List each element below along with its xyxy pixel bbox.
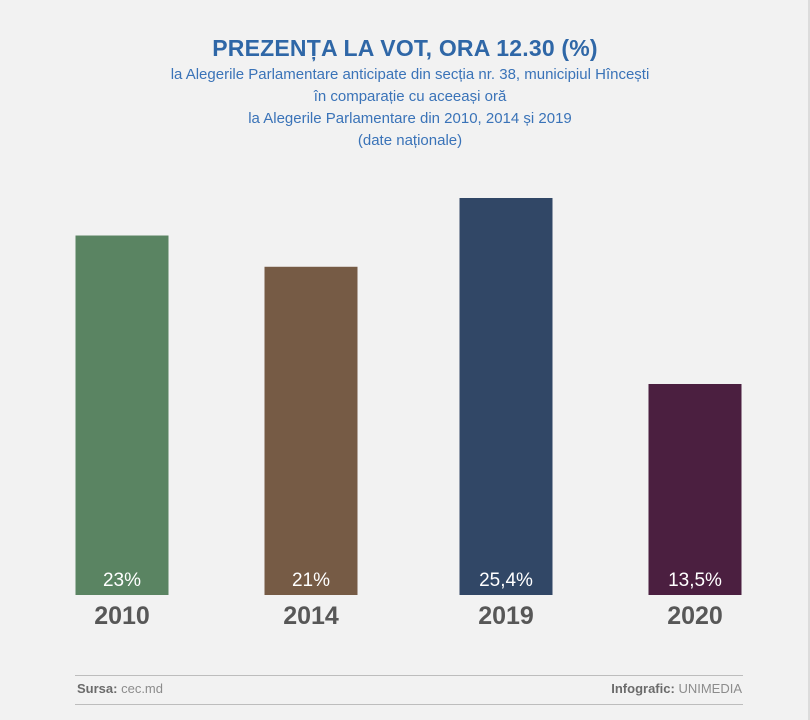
bar-2019 <box>459 198 553 595</box>
footer-divider-bottom <box>75 704 743 705</box>
category-label-2020: 2020 <box>667 602 723 630</box>
data-label-2014: 21% <box>292 570 330 591</box>
subtitle-line-3: la Alegerile Parlamentare din 2010, 2014… <box>248 110 572 127</box>
footer-credit: Infografic: UNIMEDIA <box>611 681 742 697</box>
data-label-2010: 23% <box>103 570 141 591</box>
category-label-2014: 2014 <box>283 602 339 630</box>
subtitle-line-4: (date naționale) <box>357 132 463 149</box>
bar-2020 <box>648 383 742 595</box>
credit-value: UNIMEDIA <box>678 681 742 696</box>
footer-source: Sursa: cec.md <box>77 681 163 697</box>
category-label-2019: 2019 <box>478 602 534 630</box>
source-value: cec.md <box>121 681 163 696</box>
bar-2014 <box>264 266 358 595</box>
data-label-2020: 13,5% <box>668 570 722 591</box>
footer-divider-top <box>75 675 743 676</box>
category-label-2010: 2010 <box>94 602 150 630</box>
source-label: Sursa: <box>77 681 118 696</box>
frame-right-edge <box>808 0 810 720</box>
subtitle-line-2: în comparație cu aceeași oră <box>313 88 507 105</box>
chart-title: PREZENȚA LA VOT, ORA 12.30 (%) <box>212 35 598 61</box>
subtitle-line-1: la Alegerile Parlamentare anticipate din… <box>170 66 650 83</box>
chart-subtitle: la Alegerile Parlamentare anticipate din… <box>0 64 810 152</box>
credit-label: Infografic: <box>611 681 675 696</box>
data-label-2019: 25,4% <box>479 570 533 591</box>
bar-2010 <box>75 235 169 595</box>
